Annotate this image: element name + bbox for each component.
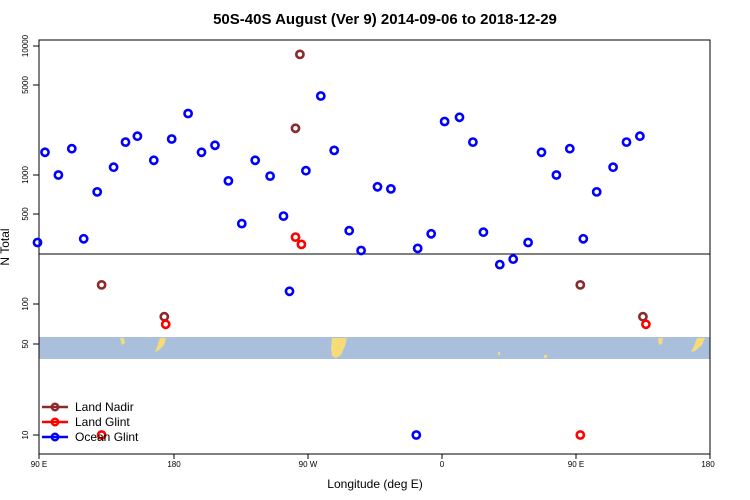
land-patch <box>544 355 547 358</box>
ocean-glint-point <box>66 143 77 154</box>
land-patch <box>155 338 166 352</box>
x-tick-label: 180 <box>701 460 715 469</box>
ocean-glint-point <box>411 430 422 440</box>
x-tick-label: 90 W <box>299 460 318 469</box>
land-patch <box>658 338 663 345</box>
x-tick-label: 0 <box>440 460 445 469</box>
ocean-glint-point <box>467 137 478 147</box>
plot-frame <box>38 39 711 455</box>
ocean-glint-point <box>508 254 519 264</box>
ocean-glint-point <box>32 237 43 248</box>
ocean-glint-point <box>120 137 131 147</box>
land-glint-point <box>296 239 307 250</box>
y-tick-label: 100 <box>21 297 30 311</box>
land-patch <box>331 338 347 358</box>
ocean-glint-point <box>591 186 602 197</box>
land-patch <box>120 338 125 345</box>
land-nadir-point <box>290 123 301 134</box>
ocean-glint-point <box>635 131 645 142</box>
ocean-glint-point <box>78 233 89 244</box>
ocean-glint-point <box>223 175 234 186</box>
y-tick-label: 10000 <box>21 34 30 57</box>
y-axis-lower: 100 50 10 <box>21 297 39 439</box>
ocean-glint-point <box>278 211 289 221</box>
ocean-glint-point <box>315 91 326 101</box>
ocean-glint-point <box>608 162 618 173</box>
ocean-glint-point <box>210 140 220 151</box>
ocean-glint-point <box>148 155 159 166</box>
ocean-glint-point <box>385 183 396 194</box>
y-axis-upper: 10000 5000 1000 500 <box>21 34 39 221</box>
ocean-glint-point <box>578 233 589 244</box>
ocean-glint-point <box>284 286 295 297</box>
legend-marker-ocean-glint <box>50 432 60 442</box>
land-glint-point <box>575 430 586 440</box>
land-patch <box>691 338 705 352</box>
ocean-glint-point <box>551 170 562 180</box>
ocean-glint-point <box>372 181 383 192</box>
ocean-glint-point <box>196 147 207 158</box>
ocean-glint-point <box>236 218 247 229</box>
legend-label-ocean-glint: Ocean Glint <box>75 430 139 444</box>
land-glint-point <box>290 232 301 242</box>
legend-marker-land-nadir <box>50 402 60 412</box>
ocean-glint-point <box>329 145 340 156</box>
x-axis: 90 E 180 90 W 0 90 E 180 <box>31 454 715 469</box>
x-tick-label: 90 E <box>568 460 584 469</box>
legend-label-land-glint: Land Glint <box>75 415 130 429</box>
y-axis-label: N Total <box>0 228 12 265</box>
ocean-glint-point <box>412 243 423 254</box>
x-tick-label: 180 <box>167 460 181 469</box>
ocean-glint-point <box>564 143 575 154</box>
y-tick-label: 1000 <box>21 166 30 184</box>
ocean-glint-point <box>92 186 103 197</box>
ocean-glint-point <box>454 112 465 123</box>
land-nadir-point <box>638 311 648 322</box>
ocean-glint-point <box>132 131 143 142</box>
ocean-glint-point <box>53 170 64 180</box>
ocean-glint-point <box>426 228 437 239</box>
ocean-glint-point <box>300 165 311 176</box>
ocean-glint-point <box>536 147 547 158</box>
ocean-glint-point <box>108 162 119 173</box>
ocean-glint-point <box>265 171 275 181</box>
ocean-glint-point <box>166 134 177 144</box>
ocean-glint-point <box>439 116 450 127</box>
ocean-glint-point <box>40 147 50 158</box>
ocean-glint-point <box>356 245 366 256</box>
land-glint-point <box>96 430 107 440</box>
x-axis-label: Longitude (deg E) <box>327 477 422 491</box>
ocean-glint-point <box>344 225 355 236</box>
legend: Land Nadir Land Glint Ocean Glint <box>42 400 139 444</box>
land-patch <box>498 352 500 355</box>
land-glint-point <box>160 319 171 330</box>
y-tick-label: 500 <box>21 207 30 221</box>
y-tick-label: 50 <box>21 339 30 348</box>
data-points <box>32 49 651 440</box>
ocean-glint-point <box>183 108 193 119</box>
ocean-glint-point <box>523 237 533 248</box>
ocean-glint-point <box>494 259 505 270</box>
land-nadir-point <box>159 311 170 322</box>
y-tick-label: 5000 <box>21 76 30 94</box>
ocean-glint-point <box>250 155 261 166</box>
ocean-band <box>39 337 710 359</box>
land-nadir-point <box>575 279 586 290</box>
land-nadir-point <box>294 49 305 60</box>
chart-title: 50S-40S August (Ver 9) 2014-09-06 to 201… <box>213 11 557 28</box>
legend-marker-land-glint <box>50 417 60 427</box>
ocean-glint-point <box>478 227 489 238</box>
ocean-glint-point <box>621 137 632 147</box>
land-nadir-point <box>96 279 107 290</box>
legend-label-land-nadir: Land Nadir <box>75 400 134 414</box>
x-tick-label: 90 E <box>31 460 47 469</box>
y-tick-label: 10 <box>21 430 30 439</box>
land-glint-point <box>641 319 651 330</box>
land-patches <box>120 338 705 358</box>
